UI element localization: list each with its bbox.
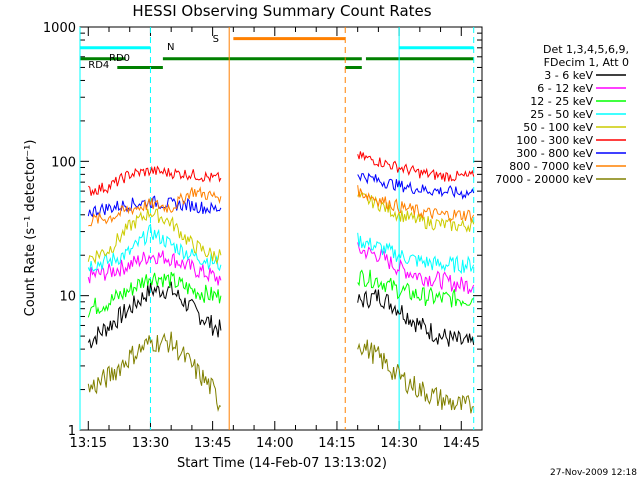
series-line-3 xyxy=(87,223,222,272)
y-tick-label: 1 xyxy=(68,424,76,439)
series-line-7 xyxy=(88,186,222,227)
legend-label: 3 - 6 keV xyxy=(544,69,593,82)
series-line-4 xyxy=(357,191,475,233)
series-line-4 xyxy=(87,208,222,265)
y-axis-label: Count Rate (s⁻¹ detector⁻¹) xyxy=(23,140,38,317)
x-tick-label: 14:15 xyxy=(318,436,355,451)
series-line-6 xyxy=(357,172,475,200)
legend-label: 12 - 25 keV xyxy=(530,95,593,108)
series-line-7 xyxy=(357,185,475,223)
x-tick-label: 13:45 xyxy=(194,436,231,451)
series-line-1 xyxy=(87,250,222,286)
legend-label: 6 - 12 keV xyxy=(537,82,593,95)
chart-title: HESSI Observing Summary Count Rates xyxy=(132,2,431,20)
legend-label: 25 - 50 keV xyxy=(530,108,593,121)
series-line-2 xyxy=(357,269,474,308)
legend-label: 800 - 7000 keV xyxy=(509,160,593,173)
series-line-3 xyxy=(357,232,475,275)
legend-header-line-2: FDecim 1, Att 0 xyxy=(544,56,629,69)
series-line-0 xyxy=(357,289,475,347)
y-tick-label: 10 xyxy=(59,290,76,305)
legend-label: 100 - 300 keV xyxy=(516,134,593,147)
y-tick-label: 100 xyxy=(51,155,76,170)
annotation-label: RD0 xyxy=(109,53,130,64)
series-line-1 xyxy=(357,242,475,295)
series-line-5 xyxy=(88,165,222,196)
series-line-6 xyxy=(87,195,222,218)
legend-header-line-1: Det 1,3,4,5,6,9, xyxy=(543,43,629,56)
annotation-label: S xyxy=(213,34,219,45)
series-line-5 xyxy=(357,151,475,182)
x-tick-label: 13:15 xyxy=(70,436,107,451)
footer-timestamp: 27-Nov-2009 12:18 xyxy=(550,468,637,478)
plot-area: 1 10 100 1000 13:15 13:30 13:45 14:00 14:15 14:30… xyxy=(43,21,626,451)
x-tick-label: 14:30 xyxy=(380,436,417,451)
series-line-8 xyxy=(357,339,474,414)
series-line-2 xyxy=(87,271,222,318)
plot-frame xyxy=(79,26,483,431)
annotation-label: N xyxy=(167,42,174,53)
series-line-8 xyxy=(87,331,222,412)
annotation-label: RD4 xyxy=(88,60,109,71)
y-tick-label: 1000 xyxy=(43,21,76,36)
legend-label: 7000 - 20000 keV xyxy=(495,173,593,186)
x-tick-label: 14:00 xyxy=(256,436,293,451)
x-axis-label: Start Time (14-Feb-07 13:13:02) xyxy=(177,456,387,471)
legend-label: 300 - 800 keV xyxy=(516,147,593,160)
x-tick-label: 14:45 xyxy=(443,436,480,451)
x-tick-label: 13:30 xyxy=(132,436,169,451)
legend-label: 50 - 100 keV xyxy=(523,121,593,134)
series-line-0 xyxy=(87,281,222,349)
